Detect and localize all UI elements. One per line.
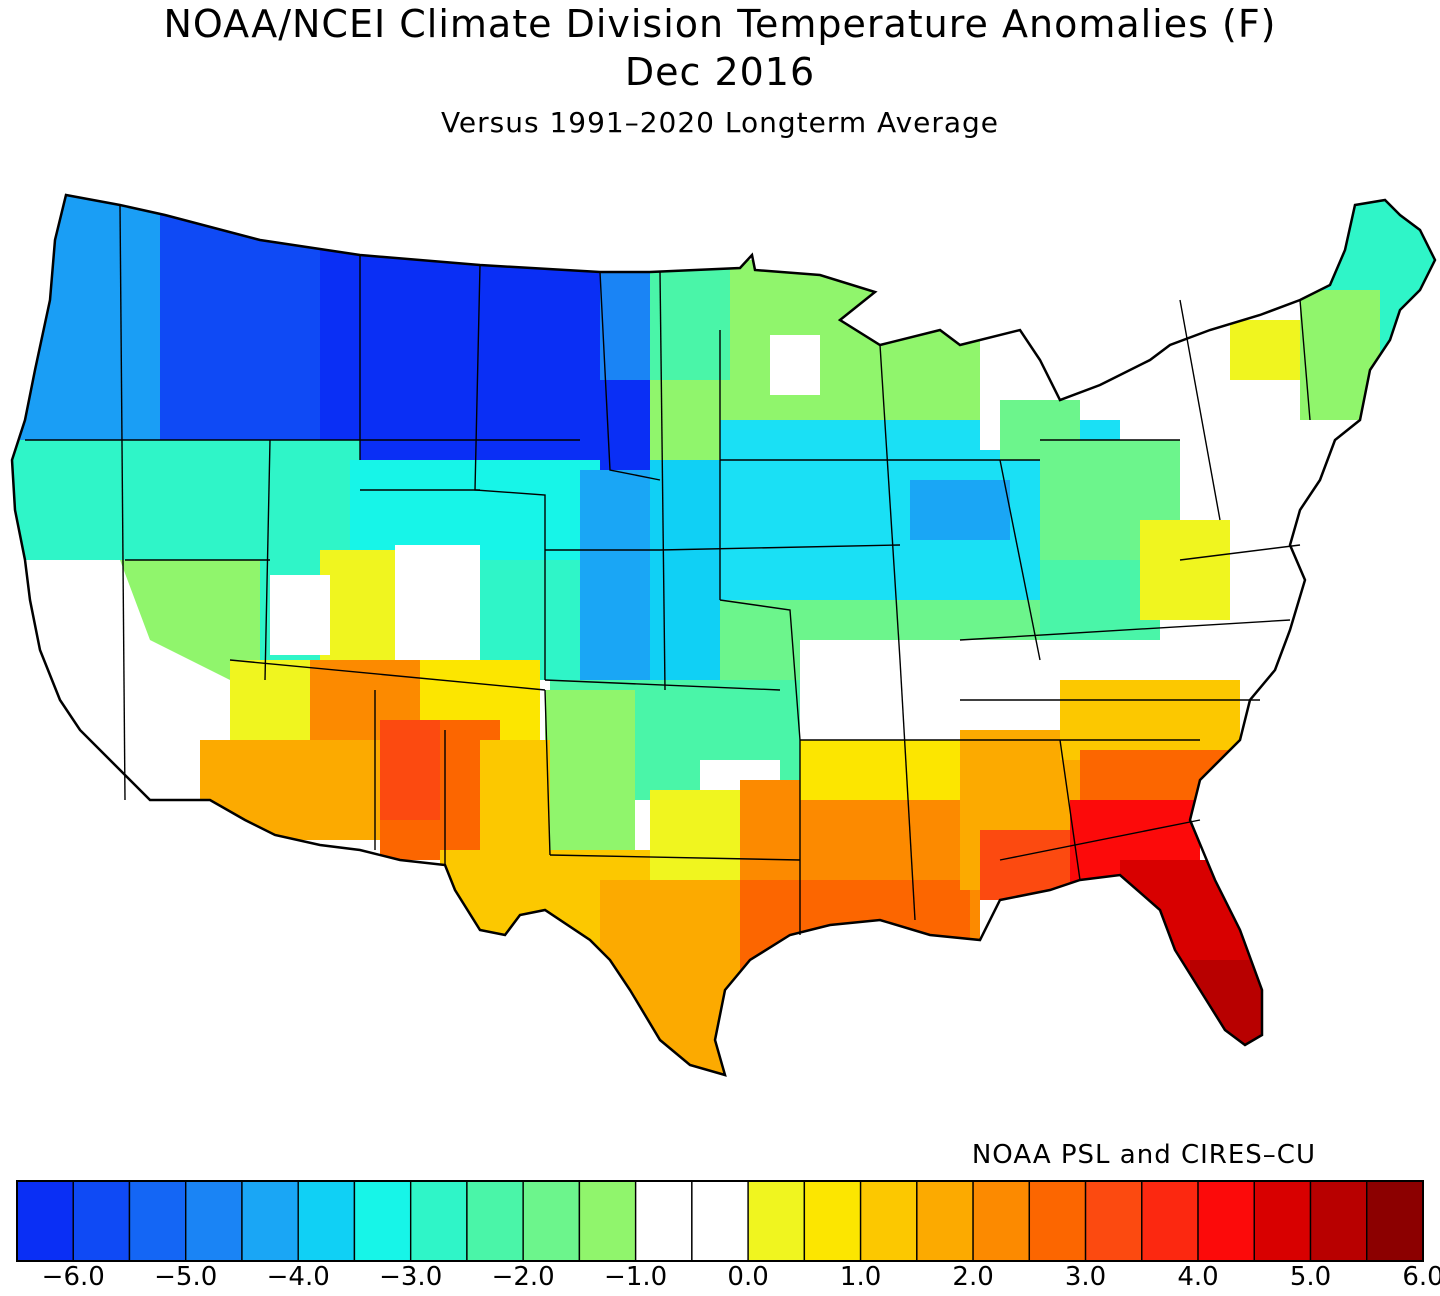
colorbar-tick-label: 0.0 [727, 1262, 769, 1292]
colorbar-cell [128, 1180, 187, 1262]
region-new-mexico-west [380, 720, 440, 820]
map-title: NOAA/NCEI Climate Division Temperature A… [163, 2, 1277, 46]
colorbar-tick-label: 6.0 [1402, 1262, 1440, 1292]
colorbar-cell [466, 1180, 524, 1262]
colorbar-cell [297, 1180, 356, 1262]
colorbar-cell [241, 1180, 299, 1262]
colorbar-tick-label: 3.0 [1064, 1262, 1107, 1292]
colorbar-cell [916, 1180, 974, 1262]
colorbar-cell [353, 1180, 412, 1262]
region-new-york-east [1230, 320, 1300, 380]
colorbar-tick-label: −2.0 [491, 1262, 555, 1292]
region-carolinas [1060, 680, 1240, 760]
colorbar-cell [634, 1180, 693, 1262]
region-west-virginia-yellow [1140, 520, 1230, 620]
map-period: Dec 2016 [624, 50, 816, 94]
colorbar-tick-label: 2.0 [952, 1262, 994, 1292]
region-arizona-south [200, 740, 380, 840]
colorbar-cell [1197, 1180, 1255, 1262]
colorbar-tick-label: −1.0 [604, 1262, 668, 1292]
map-subtitle: Versus 1991–2020 Longterm Average [440, 106, 1000, 139]
region-vermont-nh [1300, 290, 1380, 420]
colorbar-tick-label: −3.0 [379, 1262, 443, 1292]
region-minnesota-west [650, 260, 730, 380]
colorbar-cell [1253, 1180, 1312, 1262]
region-nevada-white [270, 575, 330, 655]
colorbar-cell [803, 1180, 862, 1262]
colorbar-cell [578, 1180, 637, 1262]
colorbar-cell [1084, 1180, 1143, 1262]
division-boundaries [25, 204, 1311, 935]
region-utah-yellow [320, 550, 400, 660]
colorbar-cell [185, 1180, 243, 1262]
region-arkansas-mississippi [800, 740, 960, 800]
colorbar-tick-labels: −6.0 −5.0 −4.0 −3.0 −2.0 −1.0 0.0 1.0 2.0 3.0 4.0 5… [0, 1262, 1440, 1296]
us-climate-division-map [10, 193, 1437, 1077]
colorbar-cell [972, 1180, 1031, 1262]
colorbar-cell [522, 1180, 581, 1262]
colorbar-tick-label: −4.0 [266, 1262, 330, 1292]
region-new-mexico-east [545, 690, 635, 870]
region-new-mexico-southeast [480, 740, 550, 860]
colorbar-legend [16, 1180, 1424, 1262]
region-illinois-indiana [910, 480, 1010, 540]
region-arizona-northwest [230, 660, 310, 740]
colorbar-cell [1141, 1180, 1199, 1262]
region-south-florida [1190, 960, 1270, 1060]
colorbar-cell [409, 1180, 468, 1262]
colorbar-cell [1028, 1180, 1087, 1262]
colorbar-cell [691, 1180, 749, 1262]
colorbar-cell [859, 1180, 918, 1262]
colorbar-tick-label: 1.0 [839, 1262, 882, 1292]
colorbar-cell [16, 1180, 74, 1262]
region-gulf-coast [740, 880, 970, 980]
credit-label: NOAA PSL and CIRES–CU [971, 1140, 1316, 1170]
colorbar-cell [747, 1180, 806, 1262]
region-wisconsin-white [770, 335, 820, 395]
colorbar-tick-label: 4.0 [1177, 1262, 1219, 1292]
colorbar-cell [1309, 1180, 1368, 1262]
colorbar-tick-label: −6.0 [41, 1262, 105, 1292]
colorbar-tick-label: −5.0 [154, 1262, 218, 1292]
colorbar-tick-label: 5.0 [1289, 1262, 1332, 1292]
region-utah-white [395, 545, 480, 675]
colorbar-cell [1366, 1180, 1424, 1262]
colorbar-cell [72, 1180, 131, 1262]
